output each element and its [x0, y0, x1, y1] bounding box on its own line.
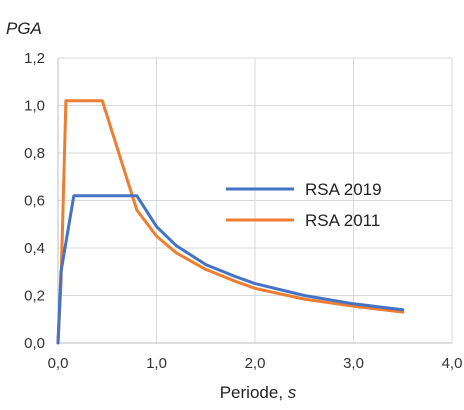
- series-line-rsa-2011: [56, 99, 405, 345]
- legend-label-rsa-2019: RSA 2019: [305, 180, 382, 199]
- y-tick-label: 0,0: [24, 335, 45, 352]
- x-tick-labels: 0,0 1,0 2,0 3,0 4,0: [48, 355, 463, 372]
- y-tick-label: 0,6: [24, 193, 45, 210]
- y-tick-label: 0,8: [24, 145, 45, 162]
- legend: RSA 2019 RSA 2011: [226, 180, 382, 230]
- y-tick-label: 0,4: [24, 240, 45, 257]
- y-tick-label: 1,2: [24, 50, 45, 67]
- x-axis-title: Periode, s: [220, 383, 297, 402]
- x-tick-label: 0,0: [48, 355, 69, 372]
- grid: [58, 57, 453, 343]
- x-tick-label: 3,0: [343, 355, 364, 372]
- x-tick-label: 1,0: [146, 355, 167, 372]
- series-line-rsa-2019: [56, 194, 405, 345]
- x-axis-title-unit: s: [288, 383, 297, 402]
- y-tick-label: 1,0: [24, 98, 45, 115]
- series-lines: [56, 99, 405, 345]
- x-tick-label: 2,0: [245, 355, 266, 372]
- y-tick-labels: 0,0 0,2 0,4 0,6 0,8 1,0 1,2: [24, 50, 45, 352]
- legend-label-rsa-2011: RSA 2011: [305, 211, 380, 230]
- x-tick-label: 4,0: [442, 355, 463, 372]
- y-tick-label: 0,2: [24, 288, 45, 305]
- x-axis-title-main: Periode,: [220, 383, 288, 402]
- axes: [57, 58, 452, 344]
- y-axis-title: PGA: [6, 19, 42, 38]
